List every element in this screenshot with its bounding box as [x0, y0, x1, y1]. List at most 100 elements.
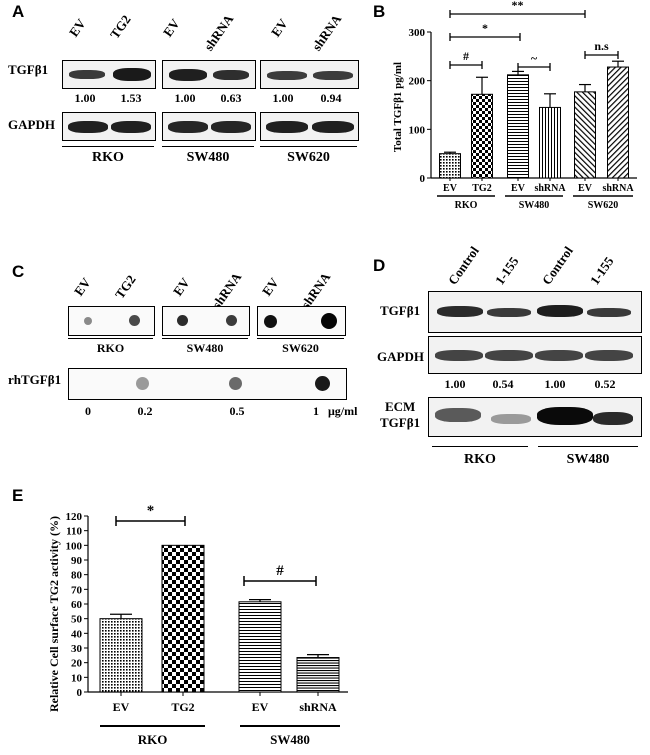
panel-d-group-line	[538, 446, 638, 447]
bar	[539, 106, 561, 179]
group-label: RKO	[455, 200, 478, 211]
x-tick-label: shRNA	[299, 700, 337, 714]
panel-a-blot-rko-tgfb1	[62, 60, 156, 89]
y-tick-label: 110	[66, 526, 82, 538]
panel-c-conc: 1	[313, 404, 319, 418]
panel-d-quant: 0.52	[594, 377, 616, 391]
panel-d-row3-label: ECM	[385, 399, 416, 414]
y-tick-label: 20	[71, 658, 83, 670]
bar	[507, 74, 529, 179]
x-tick-label: EV	[511, 183, 526, 194]
panel-d-quant: 1.00	[444, 377, 466, 391]
panel-a-letter: A	[12, 2, 25, 21]
panel-d-cell-line: SW480	[566, 452, 610, 467]
panel-d-lane-label: 1-155	[586, 253, 617, 288]
bar	[161, 544, 205, 693]
bar	[296, 657, 340, 693]
panel-a-lane-label: TG2	[106, 12, 134, 42]
panel-a-lane-label: EV	[65, 16, 89, 40]
significance-label: #	[463, 49, 469, 63]
panel-c-group-line	[257, 338, 344, 339]
panel-a-quant: 1.00	[174, 91, 196, 105]
x-tick-label: TG2	[472, 183, 491, 194]
y-tick-label: 120	[66, 511, 83, 523]
group-label: RKO	[138, 732, 168, 747]
y-tick-label: 0	[420, 173, 426, 185]
x-tick-label: EV	[578, 183, 593, 194]
y-tick-label: 60	[71, 599, 83, 611]
y-tick-label: 80	[71, 570, 83, 582]
panel-a-quant: 0.63	[220, 91, 242, 105]
y-tick-label: 40	[71, 628, 83, 640]
x-tick-label: EV	[443, 183, 458, 194]
significance-label: *	[482, 21, 488, 35]
panel-c-cell-line: RKO	[96, 341, 125, 355]
panel-c-group-line	[68, 338, 153, 339]
x-tick-label: EV	[113, 700, 130, 714]
panel-d-blot-ecm	[428, 397, 642, 437]
group-label: SW480	[270, 732, 310, 747]
panel-a-blot-sw480-gapdh	[162, 112, 256, 141]
panel-c-lane-label: EV	[169, 275, 193, 299]
significance-label: n.s	[594, 39, 609, 53]
panel-a-quant: 1.53	[120, 91, 142, 105]
panel-c-standard-label: rhTGFβ1	[8, 372, 62, 387]
group-label: SW620	[588, 200, 619, 211]
bar	[574, 91, 596, 179]
panel-d-quant: 1.00	[544, 377, 566, 391]
panel-c-conc: 0.2	[137, 404, 153, 418]
panel-a-blot-rko-gapdh	[62, 112, 156, 141]
panel-d-group-line	[432, 446, 528, 447]
bar	[471, 93, 493, 179]
panel-c-cell-line: SW620	[282, 341, 319, 355]
bar	[439, 153, 461, 179]
panel-a-lane-label: EV	[267, 16, 291, 40]
y-tick-label: 30	[71, 643, 83, 655]
group-label: SW480	[519, 200, 550, 211]
panel-d-row3-label: TGFβ1	[380, 415, 421, 430]
panel-c-lane-label: TG2	[111, 272, 139, 302]
panel-a-quant: 1.00	[74, 91, 96, 105]
panel-e-letter: E	[12, 486, 24, 505]
panel-b-letter: B	[373, 2, 386, 21]
significance-label: *	[147, 503, 155, 519]
panel-d-row2-label: GAPDH	[377, 349, 424, 364]
panel-d-row1-label: TGFβ1	[380, 303, 421, 318]
y-axis-label: Total TGFβ1 pg/ml	[392, 62, 404, 152]
panel-a-blot-sw620-gapdh	[260, 112, 359, 141]
panel-c-lane-label: EV	[70, 275, 94, 299]
x-tick-label: TG2	[171, 700, 194, 714]
y-tick-label: 100	[66, 540, 83, 552]
panel-a-lane-label: shRNA	[200, 11, 237, 54]
panel-a-quant: 0.94	[320, 91, 342, 105]
panel-c-lane-label: EV	[258, 275, 282, 299]
panel-a-blot-sw620-tgfb1	[260, 60, 359, 89]
panel-c-standard-blot	[68, 368, 347, 400]
panel-c-group-line	[162, 338, 248, 339]
panel-b-chart: 0 100 200 300 Total TGFβ1 pg/ml EV TG2 EV shRNA E…	[392, 0, 637, 211]
panel-d-lane-label: Control	[444, 243, 482, 288]
panel-c-conc: 0	[85, 404, 91, 418]
panel-d-blot-gapdh	[428, 336, 642, 374]
panel-d-lane-label: Control	[538, 243, 576, 288]
panel-d-letter: D	[373, 256, 386, 275]
y-tick-label: 70	[71, 584, 83, 596]
significance-label: **	[512, 0, 524, 12]
y-tick-label: 10	[71, 672, 83, 684]
panel-d-lane-label: 1-155	[491, 253, 522, 288]
significance-label: ~	[531, 51, 538, 65]
bar	[99, 618, 143, 693]
panel-a-group-line	[62, 146, 154, 147]
panel-a-cell-line: SW620	[287, 150, 330, 165]
significance-label: #	[276, 563, 284, 579]
bar	[607, 66, 629, 179]
panel-c-unit: μg/ml	[328, 404, 358, 418]
panel-a-lane-label: EV	[159, 16, 183, 40]
panel-a-group-line	[260, 146, 357, 147]
y-tick-label: 0	[77, 687, 83, 699]
y-tick-label: 50	[71, 614, 83, 626]
panel-a-cell-line: SW480	[186, 150, 230, 165]
x-tick-label: shRNA	[534, 183, 566, 194]
panel-c-cell-line: SW480	[186, 341, 224, 355]
panel-a-row2-label: GAPDH	[8, 117, 55, 132]
